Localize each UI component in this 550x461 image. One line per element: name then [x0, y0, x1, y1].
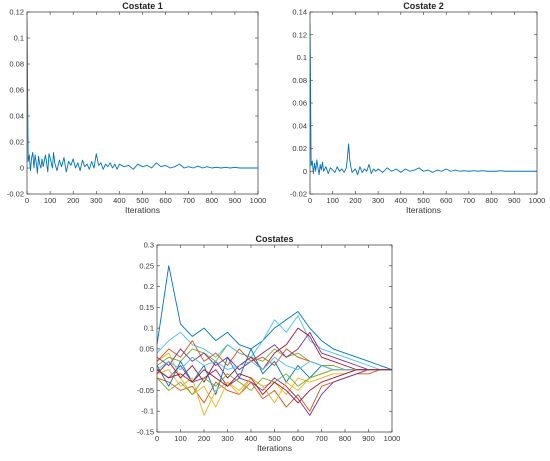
y-tick-label: 0.25 [139, 261, 154, 270]
x-axis-label: Iterations [257, 443, 292, 453]
y-tick-label: 0.1 [144, 324, 154, 333]
x-axis-label: Iterations [125, 205, 160, 215]
x-tick-label: 600 [159, 196, 172, 205]
y-tick-label: 0.04 [292, 121, 307, 130]
plot-area [27, 12, 258, 194]
y-tick-label: 0.02 [9, 138, 24, 147]
x-tick-label: 800 [485, 196, 498, 205]
x-tick-label: 300 [372, 196, 385, 205]
x-tick-label: 800 [339, 434, 352, 443]
costates-chart: Costates -0.15 -0.1 -0.05 0 0.05 0.1 0.15 0.2 0.2… [131, 231, 402, 458]
y-tick-label: 0.12 [9, 8, 24, 17]
x-tick-label: 0 [25, 196, 29, 205]
x-tick-label: 500 [268, 434, 281, 443]
y-tick-label: 0 [20, 164, 24, 173]
x-tick-label: 400 [245, 434, 258, 443]
x-tick-label: 1000 [529, 196, 546, 205]
x-tick-label: 200 [67, 196, 80, 205]
y-tick-label: 0.3 [144, 241, 154, 250]
x-tick-label: 700 [463, 196, 476, 205]
series-line-6 [157, 315, 392, 371]
y-tick-label: 0.1 [297, 53, 307, 62]
y-tick-label: 0.14 [292, 8, 307, 17]
x-tick-label: 900 [362, 434, 375, 443]
y-tick-label: 0.08 [9, 60, 24, 69]
y-tick-label: 0.12 [292, 30, 307, 39]
chart-title: Costate 2 [403, 1, 444, 11]
x-tick-label: 100 [44, 196, 57, 205]
series-line-1 [157, 265, 392, 371]
x-tick-label: 300 [221, 434, 234, 443]
x-tick-label: 300 [90, 196, 103, 205]
y-tick-label: 0.05 [139, 344, 154, 353]
x-tick-label: 900 [508, 196, 521, 205]
x-axis-label: Iterations [406, 205, 441, 215]
chart-title: Costate 1 [122, 1, 163, 11]
y-tick-label: 0.06 [9, 86, 24, 95]
plot-area [310, 12, 537, 194]
y-tick-label: -0.15 [137, 428, 154, 437]
x-tick-label: 0 [308, 196, 312, 205]
costate-2-plot: Costate 2-0.0200.020.040.060.080.10.120.… [290, 1, 546, 215]
x-tick-label: 100 [174, 434, 187, 443]
x-tick-label: 800 [206, 196, 219, 205]
x-tick-label: 500 [417, 196, 430, 205]
x-tick-label: 200 [198, 434, 211, 443]
series-group [157, 265, 392, 416]
x-tick-label: 400 [113, 196, 126, 205]
plot-area [157, 245, 392, 432]
y-tick-label: 0.08 [292, 76, 307, 85]
series-line-13 [157, 356, 392, 371]
x-tick-label: 400 [395, 196, 408, 205]
series-group [310, 23, 537, 176]
y-tick-label: 0 [303, 167, 307, 176]
axes-box [156, 244, 393, 433]
y-tick-label: 0.04 [9, 112, 24, 121]
series-line-14 [157, 369, 392, 404]
costate-1-chart: Costate 1 -0.02 0 0.02 0.04 0.06 0.08 0.1 0.12 0 1… [0, 0, 273, 226]
axes-box [26, 11, 259, 195]
series-line-4 [157, 365, 392, 416]
y-tick-label: -0.02 [290, 190, 307, 199]
costates-plot: Costates -0.15 -0.1 -0.05 0 0.05 0.1 0.15 0.2 0.2… [137, 234, 401, 453]
x-tick-label: 700 [182, 196, 195, 205]
y-tick-label: 0.06 [292, 99, 307, 108]
costate-2-chart: Costate 2 -0.02 0 0.02 0.04 0.06 0.08 0.1 0.12 0.… [279, 0, 550, 226]
chart-title: Costates [255, 234, 293, 244]
series-line-1 [310, 23, 537, 176]
y-tick-label: 0.02 [292, 144, 307, 153]
x-tick-label: 1000 [384, 434, 401, 443]
x-tick-label: 1000 [250, 196, 267, 205]
series-line-11 [157, 331, 392, 371]
x-tick-label: 600 [292, 434, 305, 443]
axes-box [309, 11, 538, 195]
x-tick-label: 900 [229, 196, 242, 205]
y-tick-label: -0.05 [137, 386, 154, 395]
x-tick-label: 600 [440, 196, 453, 205]
series-line-1 [27, 18, 258, 174]
x-tick-label: 500 [136, 196, 149, 205]
x-tick-label: 700 [315, 434, 328, 443]
series-group [27, 18, 258, 174]
x-tick-label: 0 [155, 434, 159, 443]
y-tick-label: 0.2 [144, 282, 154, 291]
y-tick-label: 0 [150, 365, 154, 374]
y-tick-label: 0.1 [14, 34, 24, 43]
y-tick-label: 0.15 [139, 303, 154, 312]
series-line-7 [157, 327, 392, 383]
x-tick-label: 100 [326, 196, 339, 205]
y-tick-label: -0.1 [141, 407, 154, 416]
y-tick-label: -0.02 [7, 190, 24, 199]
x-tick-label: 200 [349, 196, 362, 205]
